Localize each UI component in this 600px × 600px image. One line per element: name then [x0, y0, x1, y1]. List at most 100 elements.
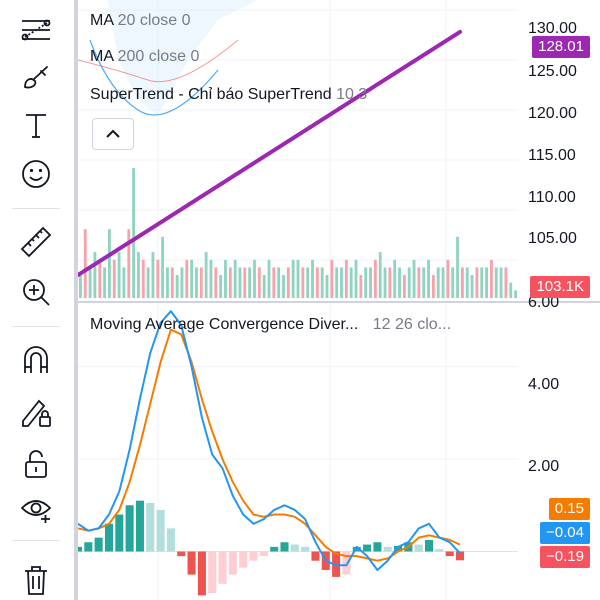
volume-bar: [325, 275, 329, 298]
volume-bar: [175, 275, 179, 298]
volume-bar: [383, 267, 387, 298]
volume-bar: [441, 267, 445, 298]
volume-bar: [117, 252, 121, 298]
volume-bar: [141, 259, 145, 298]
volume-bar: [156, 259, 160, 298]
volume-bar: [509, 282, 513, 298]
volume-bar: [277, 267, 281, 298]
macd-name: Moving Average Convergence Diver...: [90, 316, 359, 333]
volume-bar: [262, 275, 266, 298]
histogram-bar: [332, 551, 341, 577]
volume-bar: [151, 252, 155, 298]
volume-bar: [132, 168, 136, 298]
volume-bar: [190, 259, 194, 298]
toolbar-divider: [12, 326, 60, 327]
eye-icon[interactable]: [12, 490, 60, 530]
volume-bar: [465, 267, 469, 298]
volume-bar: [161, 236, 165, 298]
histogram-bar: [187, 551, 196, 575]
lock-drawing-icon[interactable]: [12, 392, 60, 432]
histogram-bar: [414, 544, 423, 552]
volume-bar: [228, 267, 232, 298]
macd-params: 12 26 clo...: [372, 316, 452, 333]
volume-bar: [460, 267, 464, 298]
volume-bar: [494, 267, 498, 298]
volume-bar: [470, 275, 474, 298]
volume-bar: [407, 267, 411, 298]
volume-bar: [388, 267, 392, 298]
histogram-bar: [125, 505, 134, 552]
volume-bar: [112, 259, 116, 298]
volume-bar: [166, 267, 169, 298]
macd-badge: −0.04: [540, 522, 590, 544]
volume-bar: [446, 259, 450, 298]
chart-area[interactable]: [78, 0, 600, 600]
magnet-icon[interactable]: [12, 340, 60, 380]
volume-bar: [504, 267, 508, 298]
volume-badge: 103.1K: [530, 276, 590, 298]
volume-bar: [214, 267, 218, 298]
volume-bar: [233, 259, 237, 298]
histogram-bar: [342, 551, 351, 575]
volume-bar: [373, 259, 377, 298]
volume-bar: [315, 267, 319, 298]
volume-bar: [364, 267, 368, 298]
volume-bar: [301, 267, 305, 298]
macd-line: [78, 310, 461, 571]
trend-line-tool-icon[interactable]: [12, 10, 60, 50]
volume-bar: [199, 267, 203, 298]
collapse-legend-button[interactable]: [92, 118, 134, 150]
volume-bar: [335, 267, 339, 298]
volume-bar: [127, 229, 131, 298]
volume-bar: [412, 259, 416, 298]
histogram-bar: [311, 551, 320, 561]
unlock-icon[interactable]: [12, 444, 60, 484]
price-tick: 110.00: [528, 189, 576, 206]
ma20-line: [89, 39, 219, 116]
supertrend-legend[interactable]: SuperTrend - Chỉ báo SuperTrend 10 3: [90, 86, 367, 104]
volume-bar: [422, 267, 426, 298]
price-tick: 130.00: [528, 20, 577, 37]
ma200-legend[interactable]: MA 200 close 0: [90, 48, 199, 66]
chart-canvas[interactable]: [78, 0, 600, 600]
volume-bar: [393, 259, 397, 298]
volume-bar: [243, 267, 247, 298]
volume-bar: [320, 267, 324, 298]
volume-bar: [180, 267, 184, 298]
volume-bar: [344, 259, 348, 298]
chevron-up-icon: [106, 129, 120, 138]
histogram-bar: [104, 523, 113, 552]
price-tick: 120.00: [528, 105, 577, 122]
histogram-bar: [259, 551, 268, 557]
volume-bar: [88, 267, 92, 298]
histogram-bar: [228, 551, 237, 575]
volume-bar: [489, 259, 493, 298]
supertrend-line: [78, 29, 462, 277]
volume-bar: [257, 267, 261, 298]
histogram-bar: [197, 551, 206, 596]
brush-icon[interactable]: [12, 58, 60, 98]
histogram-bar: [208, 551, 217, 594]
volume-bar: [485, 267, 488, 298]
text-tool-icon[interactable]: [12, 106, 60, 146]
histogram-bar: [373, 542, 382, 552]
volume-bar: [480, 267, 484, 298]
emoji-icon[interactable]: [12, 154, 60, 194]
price-tick: 125.00: [528, 63, 577, 80]
ma20-legend[interactable]: MA 20 close 0: [90, 12, 191, 30]
volume-bar: [286, 267, 290, 298]
supertrend-name: SuperTrend - Chỉ báo SuperTrend: [90, 86, 332, 103]
zoom-in-icon[interactable]: [12, 272, 60, 312]
ruler-icon[interactable]: [12, 222, 60, 262]
price-tick: 115.00: [528, 147, 576, 164]
macd-legend[interactable]: Moving Average Convergence Diver... 12 2…: [90, 316, 451, 334]
volume-bar: [311, 259, 314, 298]
trash-icon[interactable]: [12, 560, 60, 600]
volume-bar: [330, 259, 334, 298]
histogram-bar: [455, 551, 465, 561]
ma-band-area: [108, 0, 258, 115]
volume-bar: [137, 252, 140, 298]
price-tick: 105.00: [528, 230, 577, 247]
histogram-bar: [156, 509, 165, 552]
ma200-line: [78, 39, 239, 83]
